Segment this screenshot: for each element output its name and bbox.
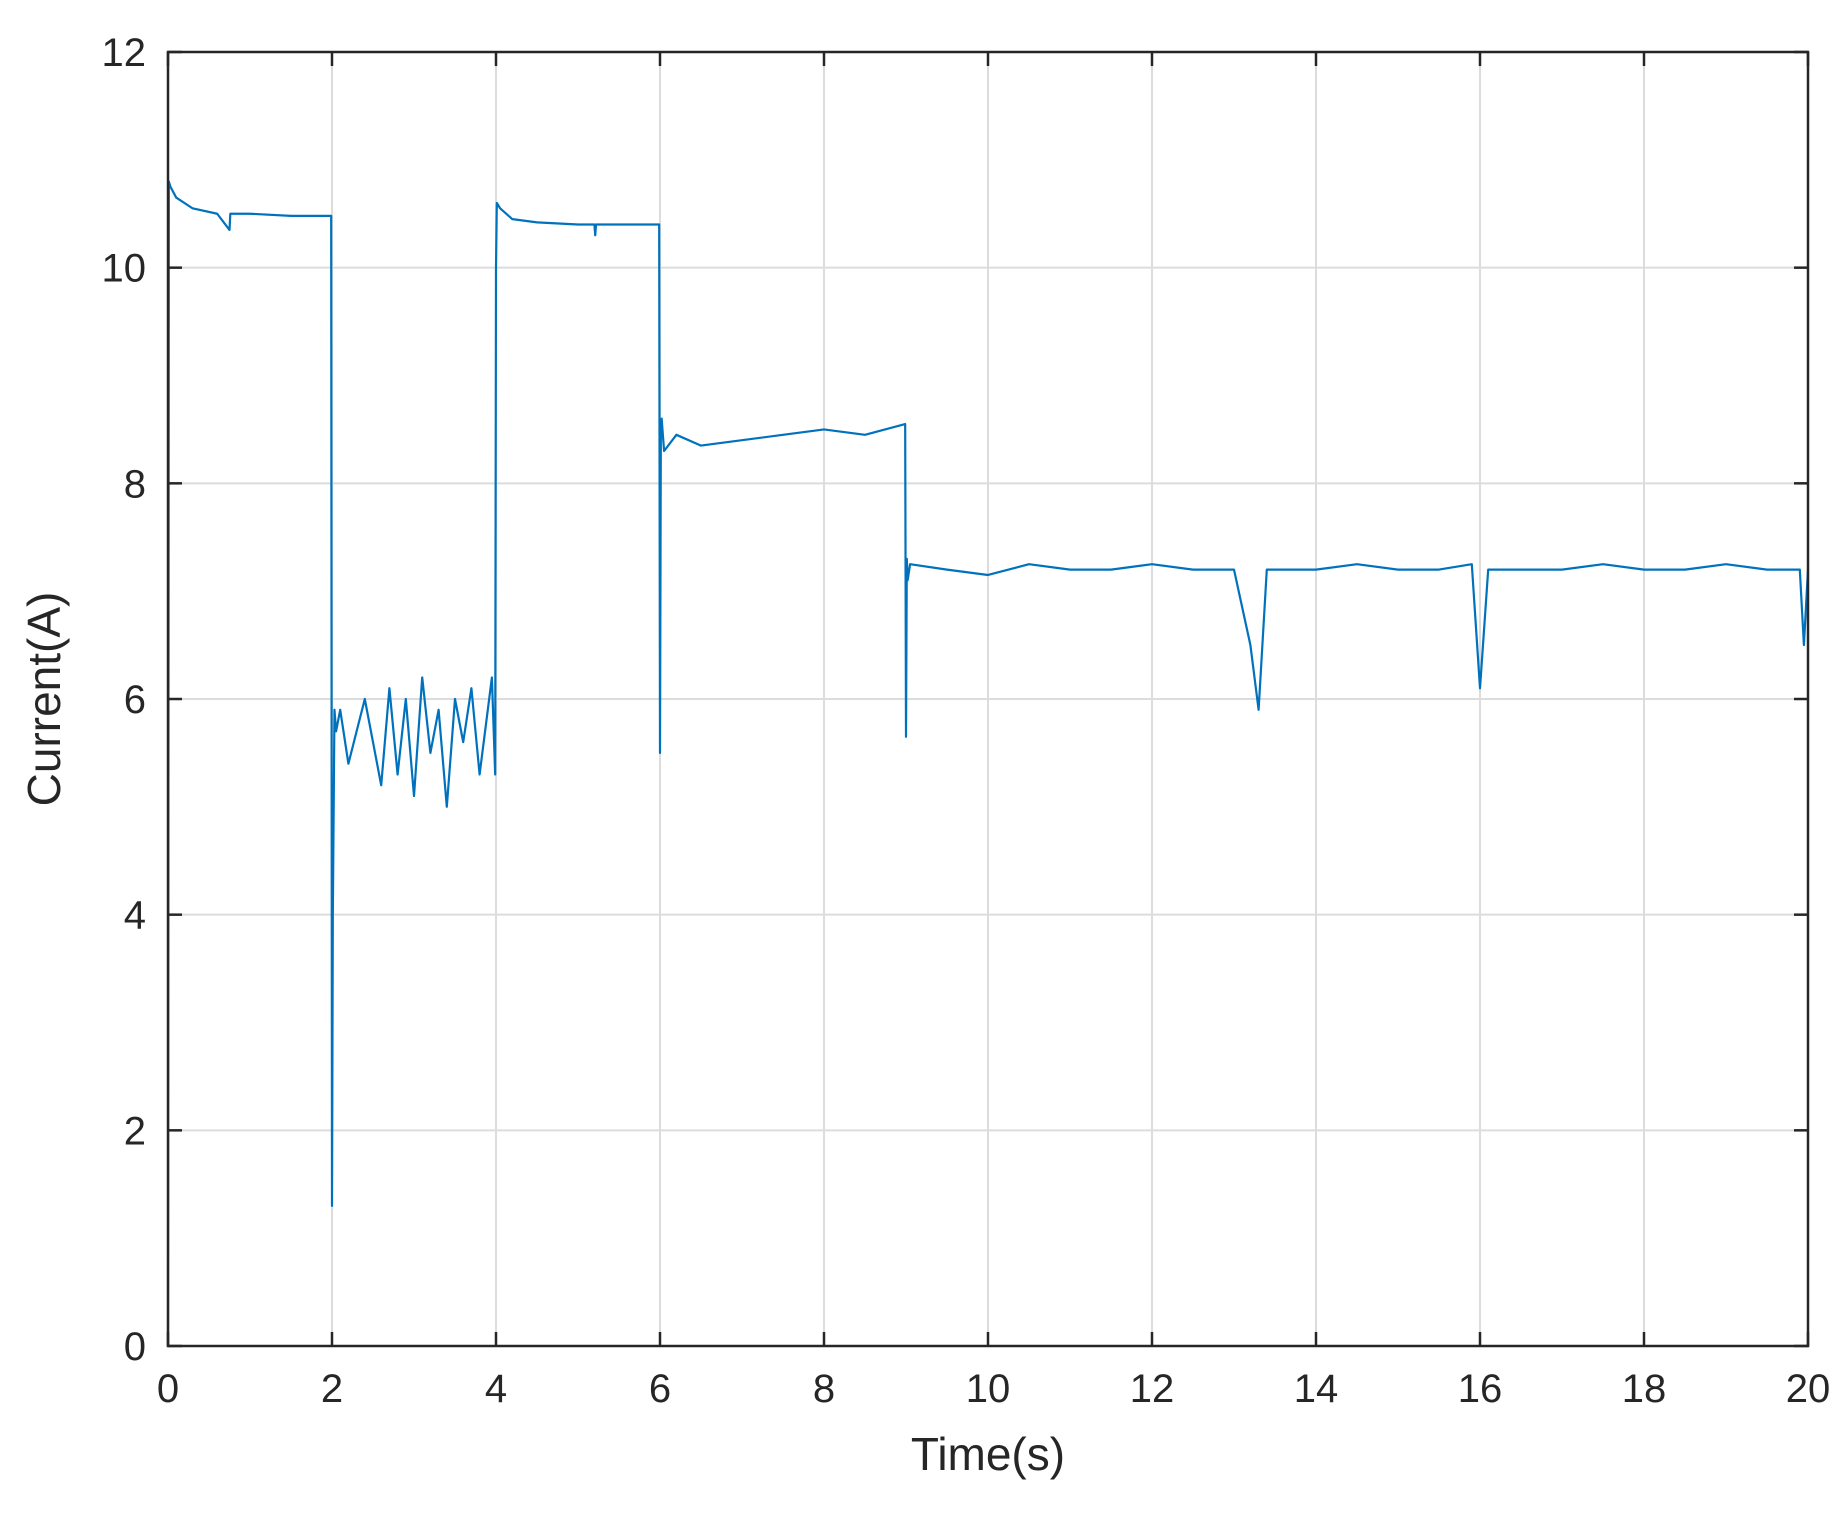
- axis-ticks: 0 2 4 6 8 10 12 14 16 18 20 0 2 4 6 8 10 12: [102, 31, 1831, 1411]
- y-tick-label: 0: [124, 1325, 146, 1369]
- x-tick-label: 2: [321, 1367, 343, 1411]
- y-tick-label: 8: [124, 462, 146, 506]
- y-tick-label: 4: [124, 894, 146, 938]
- y-tick-label: 2: [124, 1109, 146, 1153]
- y-tick-label: 12: [102, 31, 147, 75]
- y-tick-label: 6: [124, 678, 146, 722]
- y-tick-label: 10: [102, 247, 147, 291]
- y-axis-label: Current(A): [18, 592, 70, 807]
- x-tick-label: 12: [1130, 1367, 1175, 1411]
- x-axis-label: Time(s): [911, 1428, 1065, 1480]
- series-line: [166, 180, 1810, 1347]
- x-tick-label: 0: [157, 1367, 179, 1411]
- x-tick-label: 18: [1622, 1367, 1667, 1411]
- x-tick-label: 10: [966, 1367, 1011, 1411]
- x-tick-label: 8: [813, 1367, 835, 1411]
- x-tick-label: 16: [1458, 1367, 1503, 1411]
- x-tick-label: 20: [1786, 1367, 1831, 1411]
- x-tick-label: 6: [649, 1367, 671, 1411]
- x-tick-label: 4: [485, 1367, 507, 1411]
- x-tick-label: 14: [1294, 1367, 1339, 1411]
